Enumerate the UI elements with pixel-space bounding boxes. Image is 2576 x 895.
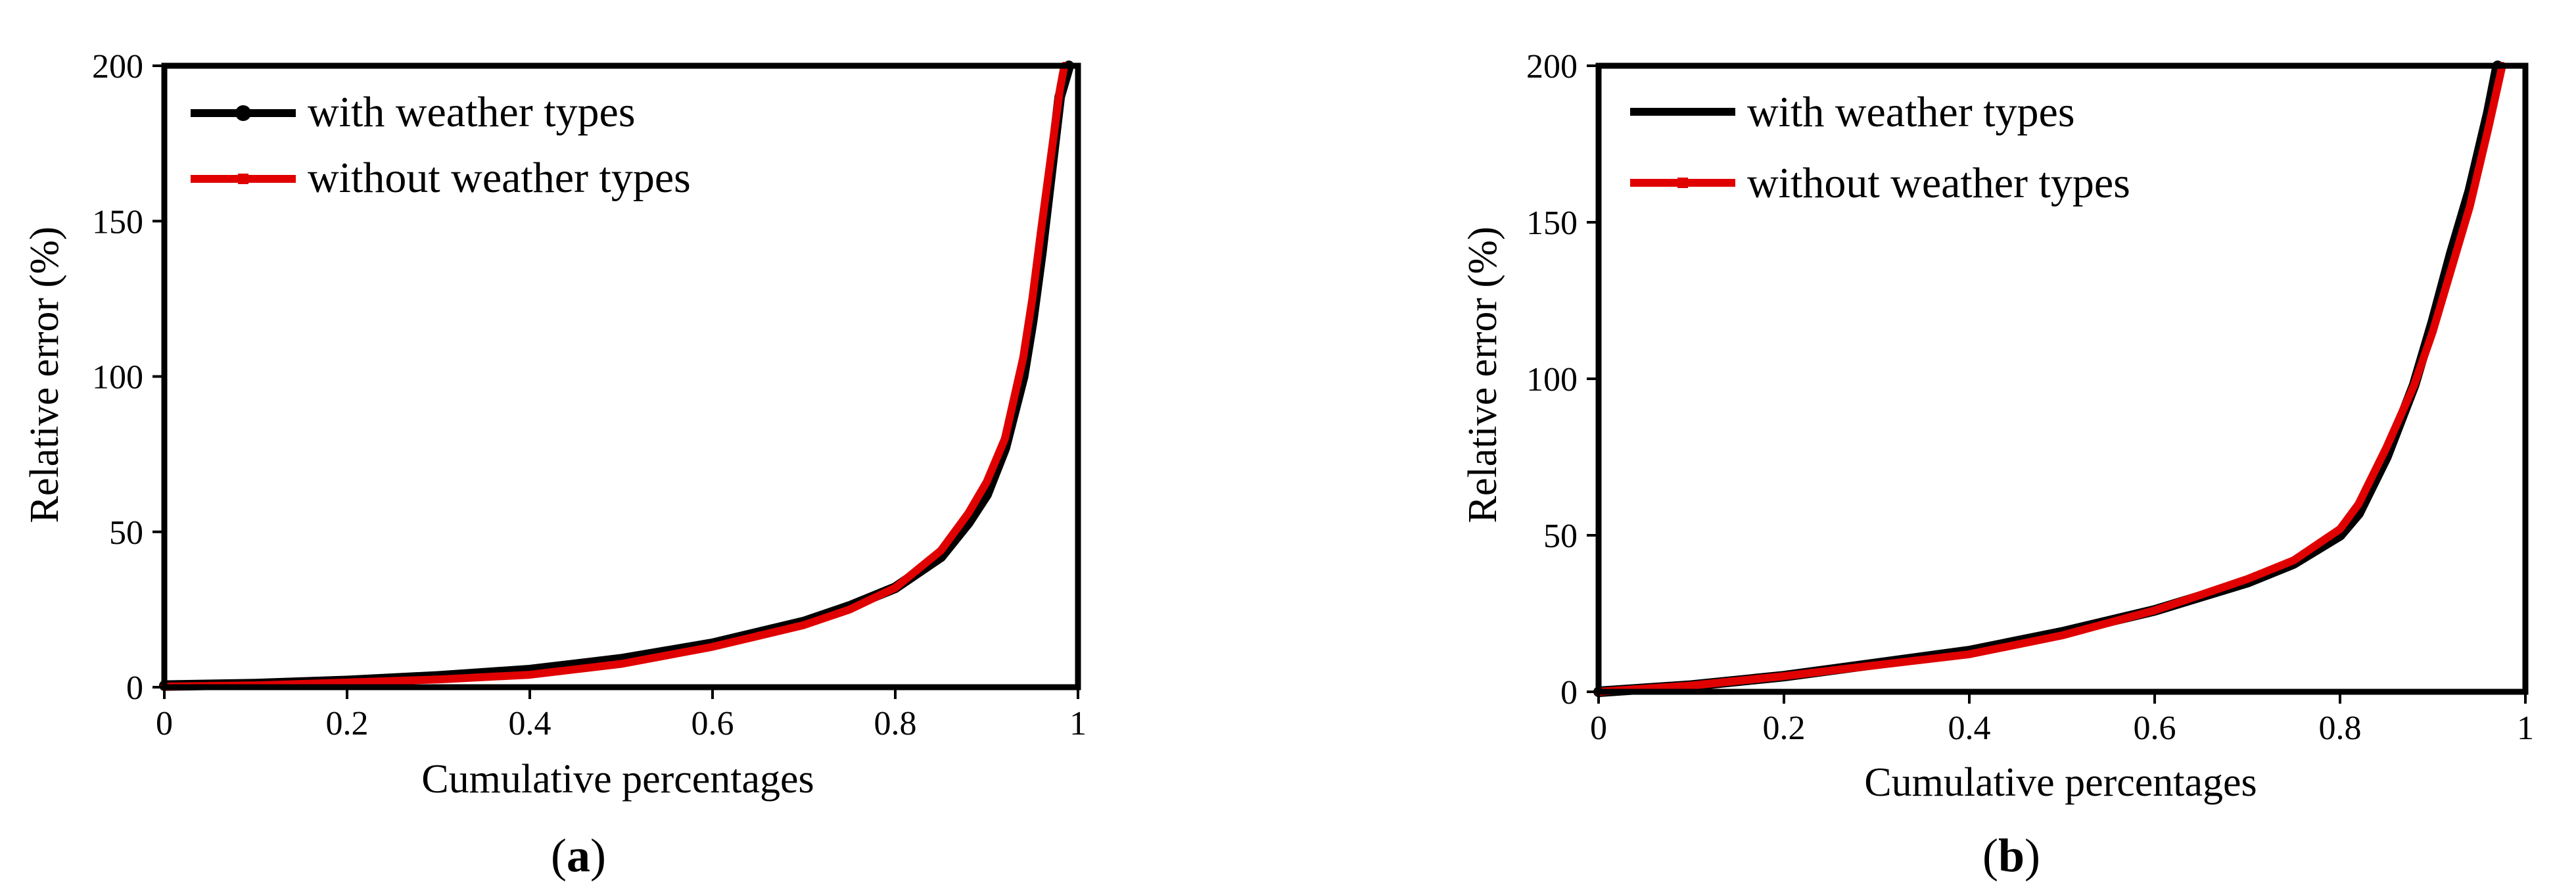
panel-b-legend-marker-without: [1677, 178, 1688, 188]
panel-a-x-ticks: 0 0.2 0.4 0.6 0.8 1: [156, 687, 1087, 742]
y-tick-label: 150: [92, 203, 143, 241]
panel-a-label: (a): [551, 829, 606, 882]
x-tick-label: 0.6: [2134, 710, 2176, 747]
x-tick-label: 0.2: [1763, 710, 1806, 747]
panel-b-legend-label-without: without weather types: [1747, 159, 2130, 207]
y-tick-label: 150: [1526, 205, 1578, 242]
y-tick-label: 100: [1526, 361, 1578, 399]
x-tick-label: 0.4: [1948, 710, 1991, 747]
panel-a-legend: with weather types without weather types: [191, 88, 691, 202]
panel-b-legend: with weather types without weather types: [1630, 88, 2130, 207]
y-tick-label: 200: [1526, 48, 1578, 85]
x-tick-label: 0: [1590, 710, 1607, 747]
panel-b-x-axis-title: Cumulative percentages: [1864, 760, 2257, 805]
x-tick-label: 1: [2517, 710, 2534, 747]
y-tick-label: 100: [92, 359, 143, 397]
panel-a-legend-label-with: with weather types: [308, 88, 636, 136]
panel-b-series: [1593, 60, 2506, 697]
series-line-without-weather-types: [160, 62, 1069, 691]
x-tick-label: 0.8: [2319, 710, 2362, 747]
panel-b: 0 0.2 0.4 0.6 0.8 1 0 50 100 150 200 Cumulative p…: [1461, 48, 2534, 882]
panel-b-label: (b): [1982, 829, 2040, 882]
panel-b-y-ticks: 0 50 100 150 200: [1526, 48, 1599, 712]
panel-a-legend-marker-without: [238, 174, 248, 184]
y-tick-label: 50: [1543, 518, 1578, 555]
x-tick-label: 0.8: [874, 705, 917, 742]
x-tick-label: 0.4: [509, 705, 551, 742]
y-tick-label: 200: [92, 48, 143, 85]
x-tick-label: 1: [1069, 705, 1087, 742]
x-tick-label: 0.2: [326, 705, 369, 742]
panel-a-y-ticks: 0 50 100 150 200: [92, 48, 164, 707]
y-tick-label: 50: [109, 514, 143, 552]
panel-a-series: [159, 60, 1075, 691]
panel-a: 0 0.2 0.4 0.6 0.8 1 0 50 100 150 200 Cumulative p…: [22, 48, 1087, 882]
panel-a-y-axis-title: Relative error (%): [22, 227, 67, 523]
panel-b-y-axis-title: Relative error (%): [1461, 227, 1505, 523]
x-tick-label: 0.6: [691, 705, 734, 742]
y-tick-label: 0: [126, 669, 143, 707]
panel-b-legend-label-with: with weather types: [1747, 88, 2075, 136]
series-line-without-weather-types: [1595, 62, 2506, 696]
panel-a-legend-label-without: without weather types: [308, 154, 691, 202]
panel-a-x-axis-title: Cumulative percentages: [421, 757, 814, 802]
panel-a-legend-marker-with: [235, 105, 251, 121]
x-tick-label: 0: [156, 705, 173, 742]
panel-b-x-ticks: 0 0.2 0.4 0.6 0.8 1: [1590, 692, 2534, 747]
y-tick-label: 0: [1560, 674, 1578, 712]
